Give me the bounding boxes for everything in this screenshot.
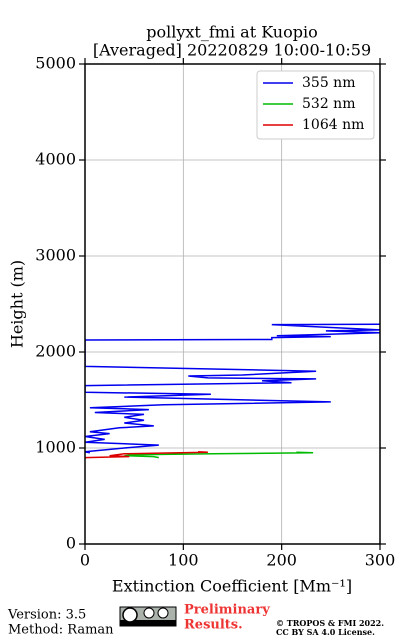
x-tick-label: 0 (80, 551, 90, 570)
chart-title: pollyxt_fmi at Kuopio (146, 23, 317, 42)
y-tick-label: 3000 (35, 246, 76, 265)
y-tick-label: 4000 (35, 150, 76, 169)
status: Results. (184, 618, 243, 633)
plot-frame (84, 63, 381, 545)
profile-line (85, 451, 208, 459)
version: Version: 3.5 (7, 608, 86, 623)
copyright: © TROPOS & FMI 2022. (276, 618, 384, 628)
profile-line (124, 451, 314, 459)
cc-logo (119, 606, 177, 627)
legend-box (256, 70, 375, 140)
profile-line (85, 323, 380, 454)
x-tick-label: 100 (168, 551, 199, 570)
chart-subtitle: [Averaged] 20220829 10:00-10:59 (93, 41, 371, 60)
license: CC BY SA 4.0 License. (276, 627, 375, 637)
y-tick-label: 1000 (35, 438, 76, 457)
status: Preliminary (184, 603, 270, 618)
method: Method: Raman (8, 623, 114, 638)
y-axis-label: Height (m) (8, 260, 27, 348)
y-tick-label: 5000 (35, 54, 76, 73)
x-tick-label: 200 (266, 551, 297, 570)
legend-label: 355 nm (302, 75, 355, 91)
legend-label: 1064 nm (302, 117, 364, 133)
x-tick-label: 300 (365, 551, 396, 570)
x-axis-label: Extinction Coefficient [Mm⁻¹] (112, 577, 352, 596)
legend-label: 532 nm (302, 96, 355, 112)
y-tick-label: 0 (66, 534, 76, 553)
y-tick-label: 2000 (35, 342, 76, 361)
